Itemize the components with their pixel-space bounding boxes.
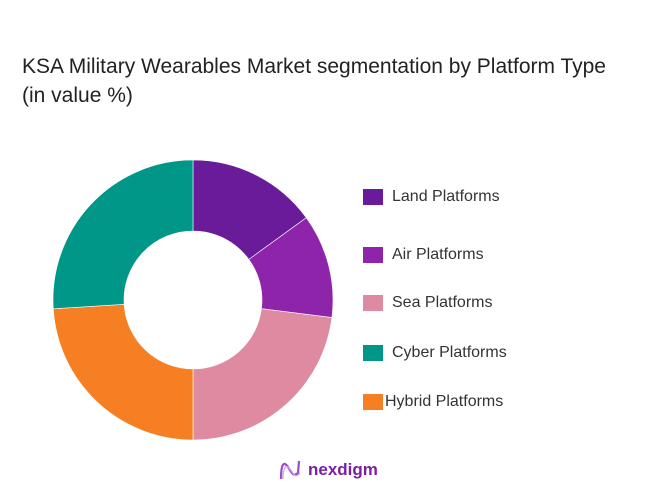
legend-swatch — [363, 345, 383, 361]
slice-cyber-platforms — [52, 159, 194, 310]
slice-sea-platforms — [192, 308, 333, 441]
legend-label: Air Platforms — [392, 246, 484, 263]
legend-item: Land Platforms — [363, 188, 500, 206]
legend-item: Hybrid Platforms — [363, 393, 503, 411]
chart-title: KSA Military Wearables Market segmentati… — [22, 55, 606, 107]
slice-hybrid-platforms — [52, 304, 194, 441]
legend-swatch — [363, 247, 383, 263]
legend-item: Cyber Platforms — [363, 344, 507, 362]
legend-item: Air Platforms — [363, 246, 484, 264]
legend-item: Sea Platforms — [363, 294, 492, 312]
legend-swatch — [363, 295, 383, 311]
legend-label: Land Platforms — [392, 188, 500, 205]
nexdigm-logo-icon — [279, 460, 301, 480]
legend-swatch — [363, 394, 383, 410]
legend-label: Sea Platforms — [392, 294, 493, 311]
legend-swatch — [363, 189, 383, 205]
brand-name: nexdigm — [308, 460, 378, 479]
legend-label: Hybrid Platforms — [385, 393, 504, 410]
legend-label: Cyber Platforms — [392, 344, 507, 361]
nexdigm-logo: nexdigm — [278, 459, 378, 481]
